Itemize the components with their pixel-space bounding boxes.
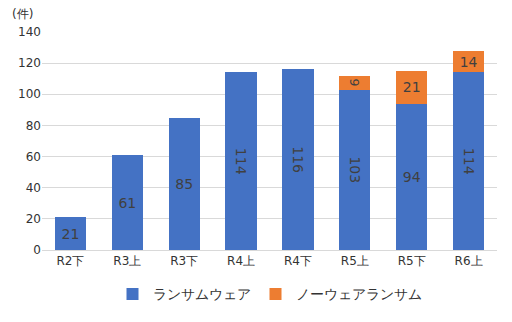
svg-text:14: 14 (460, 54, 478, 70)
svg-text:R3上: R3上 (113, 254, 141, 268)
svg-text:116: 116 (290, 146, 306, 173)
svg-text:114: 114 (233, 148, 249, 175)
svg-text:94: 94 (403, 169, 421, 185)
svg-text:21: 21 (62, 226, 80, 242)
svg-text:R4上: R4上 (227, 254, 255, 268)
svg-text:R2下: R2下 (56, 254, 84, 268)
svg-text:R6上: R6上 (455, 254, 483, 268)
svg-text:(件): (件) (12, 7, 33, 21)
svg-text:R5下: R5下 (398, 254, 426, 268)
svg-text:R5上: R5上 (341, 254, 369, 268)
svg-text:ランサムウェア: ランサムウェア (153, 286, 251, 302)
svg-text:140: 140 (18, 25, 41, 39)
svg-text:85: 85 (175, 176, 193, 192)
svg-text:114: 114 (461, 148, 477, 175)
svg-text:ノーウェアランサム: ノーウェアランサム (296, 286, 422, 302)
svg-text:R4下: R4下 (284, 254, 312, 268)
svg-text:20: 20 (26, 212, 41, 226)
svg-text:80: 80 (26, 119, 41, 133)
svg-text:0: 0 (33, 243, 41, 257)
svg-text:103: 103 (347, 156, 363, 183)
svg-text:61: 61 (118, 195, 136, 211)
svg-text:100: 100 (18, 87, 41, 101)
svg-text:40: 40 (26, 181, 41, 195)
svg-text:9: 9 (347, 79, 362, 87)
svg-text:21: 21 (403, 79, 421, 95)
svg-text:120: 120 (18, 56, 41, 70)
svg-text:60: 60 (26, 150, 41, 164)
svg-text:R3下: R3下 (170, 254, 198, 268)
